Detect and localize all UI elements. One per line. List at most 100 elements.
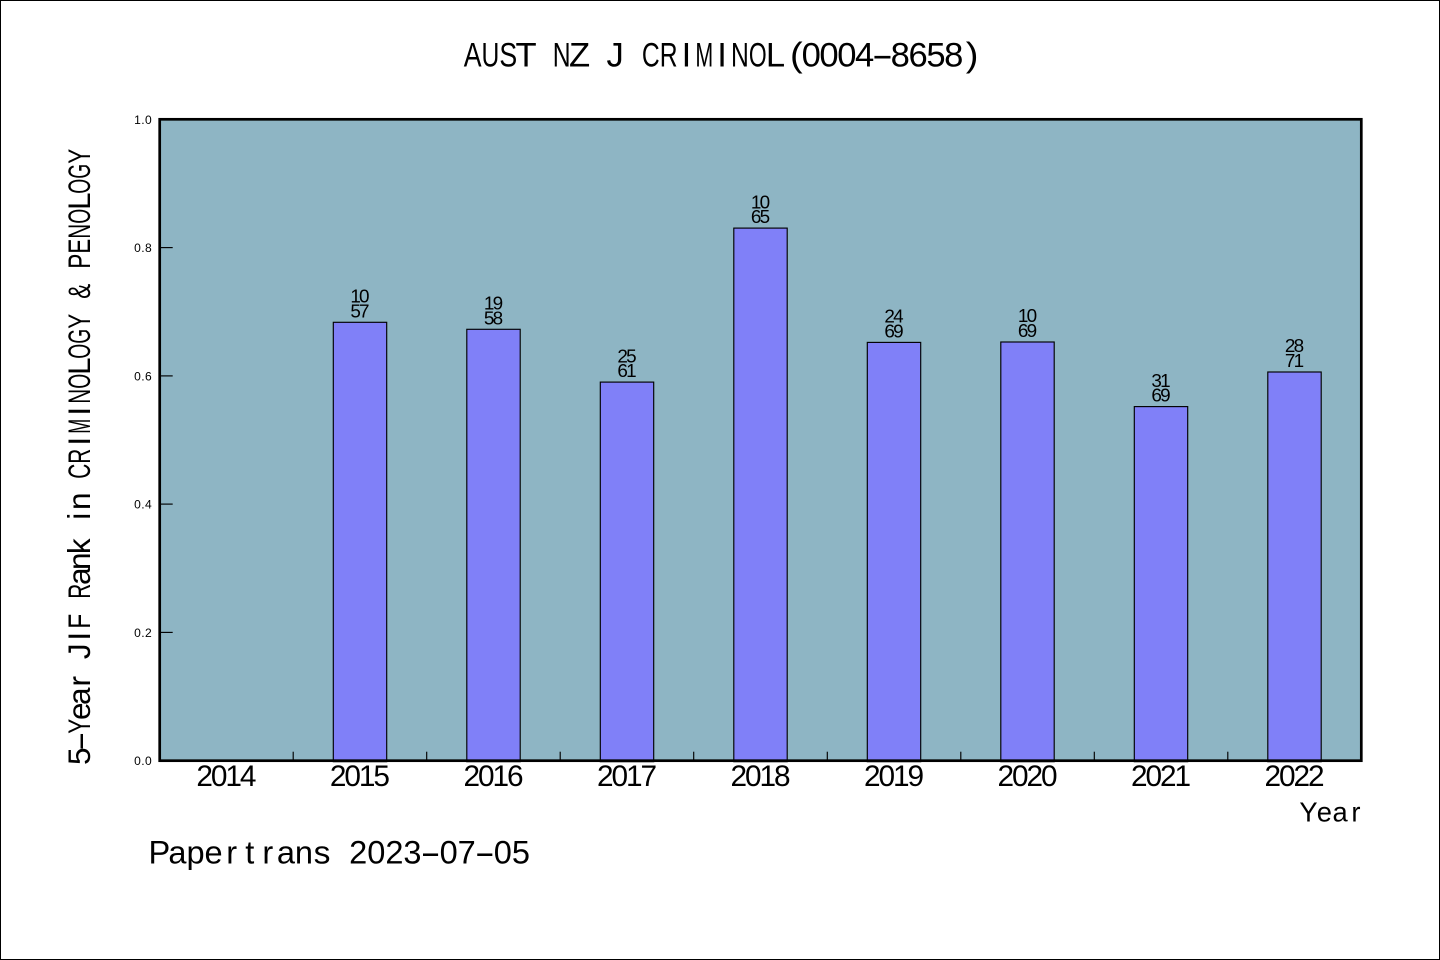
svg-text:6: 6 bbox=[908, 37, 927, 75]
svg-text:t: t bbox=[245, 834, 254, 870]
svg-text:&: & bbox=[61, 284, 97, 299]
svg-text:E: E bbox=[61, 239, 97, 254]
svg-text:C: C bbox=[61, 464, 97, 479]
svg-text:0: 0 bbox=[440, 834, 458, 870]
svg-text:r: r bbox=[226, 834, 237, 870]
svg-text:1: 1 bbox=[1160, 371, 1171, 392]
svg-text:e: e bbox=[205, 834, 223, 870]
svg-text:r: r bbox=[262, 834, 273, 870]
svg-text:1: 1 bbox=[134, 113, 141, 127]
svg-text:F: F bbox=[61, 614, 97, 629]
svg-text:Y: Y bbox=[61, 149, 97, 164]
svg-text:9: 9 bbox=[493, 294, 504, 315]
svg-text:2: 2 bbox=[1294, 760, 1311, 793]
svg-text:7: 7 bbox=[1285, 351, 1296, 372]
svg-text:Y: Y bbox=[61, 314, 97, 329]
svg-text:2: 2 bbox=[1308, 760, 1325, 793]
svg-text:I: I bbox=[682, 37, 692, 75]
svg-text:8: 8 bbox=[891, 37, 910, 75]
svg-text:L: L bbox=[766, 37, 785, 75]
svg-text:1: 1 bbox=[626, 361, 637, 382]
svg-text:2: 2 bbox=[1026, 760, 1043, 793]
svg-text:0: 0 bbox=[344, 760, 361, 793]
svg-text:5: 5 bbox=[350, 301, 361, 322]
svg-text:1: 1 bbox=[1018, 306, 1029, 327]
svg-text:1: 1 bbox=[492, 760, 509, 793]
svg-text:2: 2 bbox=[385, 834, 403, 870]
svg-text:0: 0 bbox=[1041, 760, 1058, 793]
svg-text:1: 1 bbox=[484, 294, 495, 315]
svg-text:a: a bbox=[1332, 796, 1348, 827]
svg-text:.: . bbox=[141, 626, 144, 640]
svg-text:2: 2 bbox=[1265, 760, 1282, 793]
svg-text:L: L bbox=[61, 357, 97, 375]
svg-text:I: I bbox=[717, 37, 727, 75]
svg-text:O: O bbox=[61, 179, 97, 194]
svg-text:9: 9 bbox=[1027, 321, 1038, 342]
svg-text:0: 0 bbox=[134, 498, 141, 512]
svg-text:1: 1 bbox=[359, 760, 376, 793]
svg-text:0: 0 bbox=[134, 241, 141, 255]
svg-text:0: 0 bbox=[745, 760, 762, 793]
svg-text:8: 8 bbox=[493, 308, 504, 329]
svg-text:0: 0 bbox=[211, 760, 228, 793]
svg-text:A: A bbox=[464, 37, 482, 75]
svg-text:e: e bbox=[61, 702, 97, 720]
svg-text:2: 2 bbox=[145, 626, 152, 640]
svg-text:0: 0 bbox=[1145, 760, 1162, 793]
svg-text:3: 3 bbox=[403, 834, 421, 870]
svg-text:1: 1 bbox=[1174, 760, 1191, 793]
svg-text:Z: Z bbox=[569, 37, 590, 75]
svg-text:I: I bbox=[61, 437, 97, 446]
svg-text:0: 0 bbox=[134, 626, 141, 640]
svg-text:1: 1 bbox=[225, 760, 242, 793]
svg-text:6: 6 bbox=[1151, 386, 1162, 407]
svg-text:0: 0 bbox=[1279, 760, 1296, 793]
svg-text:M: M bbox=[695, 37, 713, 75]
svg-text:P: P bbox=[148, 834, 170, 870]
svg-text:4: 4 bbox=[145, 498, 152, 512]
svg-text:J: J bbox=[607, 37, 624, 75]
svg-text:.: . bbox=[141, 369, 144, 383]
svg-text:6: 6 bbox=[507, 760, 524, 793]
svg-text:O: O bbox=[61, 374, 97, 389]
svg-text:R: R bbox=[61, 449, 97, 464]
svg-text:N: N bbox=[61, 224, 97, 239]
svg-text:Y: Y bbox=[1299, 796, 1317, 827]
svg-text:-: - bbox=[420, 834, 441, 870]
svg-text:I: I bbox=[61, 407, 97, 416]
svg-text:8: 8 bbox=[944, 37, 963, 75]
svg-text:G: G bbox=[61, 329, 97, 344]
svg-text:0: 0 bbox=[134, 754, 141, 768]
svg-text:J: J bbox=[61, 643, 97, 659]
svg-text:0: 0 bbox=[1027, 306, 1038, 327]
svg-text:n: n bbox=[295, 834, 313, 870]
svg-text:M: M bbox=[61, 419, 97, 434]
svg-text:7: 7 bbox=[458, 834, 476, 870]
svg-text:0: 0 bbox=[878, 760, 895, 793]
svg-text:k: k bbox=[61, 538, 97, 554]
svg-text:a: a bbox=[277, 834, 296, 870]
svg-text:.: . bbox=[141, 498, 144, 512]
svg-text:R: R bbox=[61, 584, 97, 599]
svg-text:T: T bbox=[516, 37, 537, 75]
svg-text:0: 0 bbox=[134, 369, 141, 383]
svg-text:r: r bbox=[61, 676, 97, 687]
svg-text:5: 5 bbox=[626, 346, 637, 367]
svg-text:7: 7 bbox=[640, 760, 657, 793]
svg-text:5: 5 bbox=[373, 760, 390, 793]
svg-text:C: C bbox=[642, 37, 660, 75]
svg-text:2: 2 bbox=[349, 834, 367, 870]
svg-text:R: R bbox=[660, 37, 678, 75]
svg-text:8: 8 bbox=[774, 760, 791, 793]
svg-text:5: 5 bbox=[61, 747, 97, 765]
svg-text:.: . bbox=[141, 113, 144, 127]
svg-text:r: r bbox=[1351, 796, 1360, 827]
svg-text:U: U bbox=[482, 37, 500, 75]
svg-text:1: 1 bbox=[626, 760, 643, 793]
svg-text:0: 0 bbox=[145, 113, 152, 127]
svg-text:0: 0 bbox=[760, 192, 771, 213]
svg-text:0: 0 bbox=[359, 287, 370, 308]
svg-text:i: i bbox=[61, 513, 97, 520]
svg-text:6: 6 bbox=[145, 369, 152, 383]
